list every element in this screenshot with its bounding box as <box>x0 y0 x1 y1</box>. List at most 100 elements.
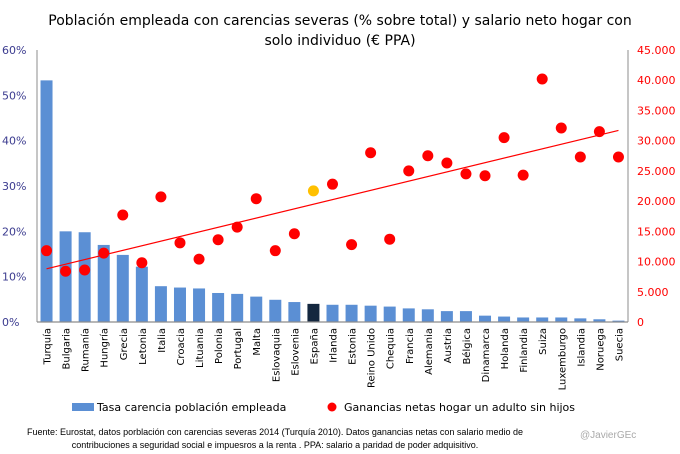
scatter-point <box>422 150 434 162</box>
left-axis: 0% 10% 20% 30% 40% 50% 60% <box>2 44 38 329</box>
left-tick-label: 0% <box>2 316 19 329</box>
scatter-point <box>327 178 338 190</box>
bar <box>154 286 167 322</box>
source-line-1: Fuente: Eurostat, datos porblación con c… <box>27 427 523 437</box>
x-tick-label: Chequia <box>386 328 397 369</box>
chart-title-line-2: solo individuo (€ PPA) <box>264 33 415 49</box>
source-note: Fuente: Eurostat, datos porblación con c… <box>10 426 540 452</box>
scatter-point <box>555 122 567 134</box>
bar-series <box>40 80 625 322</box>
x-tick-label: Noruega <box>595 328 606 371</box>
bar <box>593 319 606 322</box>
scatter-point <box>231 221 243 233</box>
bar <box>212 292 225 322</box>
scatter-point <box>155 191 167 203</box>
chart-title-line-1: Población empleada con carencias severas… <box>48 13 631 29</box>
scatter-point <box>307 185 319 197</box>
x-tick-label: Rumanía <box>80 328 92 372</box>
bar <box>421 309 434 322</box>
bar <box>364 305 377 322</box>
scatter-series <box>41 73 624 277</box>
bar <box>40 80 53 322</box>
x-tick-label: Alemania <box>424 328 435 375</box>
scatter-point <box>593 126 605 138</box>
bar <box>479 315 492 322</box>
bar <box>307 303 320 322</box>
bar <box>536 317 549 322</box>
bar <box>574 318 587 322</box>
bar <box>250 296 263 322</box>
scatter-point <box>250 193 262 205</box>
x-tick-label: Dinamarca <box>481 328 492 382</box>
x-tick-label: Polonia <box>214 328 225 364</box>
scatter-point <box>612 151 624 163</box>
scatter-point <box>384 233 396 245</box>
right-tick-label: 40.000 <box>637 74 676 87</box>
bar <box>498 316 511 322</box>
bar <box>517 317 530 322</box>
x-tick-label: Finlandia <box>519 328 530 373</box>
right-axis: 0 5.000 10.000 15.000 20.000 25.000 30.000 35.0… <box>627 44 676 329</box>
bar <box>383 306 396 322</box>
left-tick-label: 10% <box>2 271 26 284</box>
bar <box>231 293 244 322</box>
left-tick-label: 50% <box>2 89 26 102</box>
scatter-point <box>117 209 129 221</box>
bar <box>269 299 282 322</box>
bar <box>402 308 415 322</box>
scatter-point <box>288 228 300 240</box>
scatter-point <box>441 157 453 169</box>
chart-title: Población empleada con carencias severas… <box>48 13 631 49</box>
scatter-point <box>60 265 72 277</box>
scatter-point <box>498 132 510 144</box>
author-handle: @JavierGEc <box>580 430 637 441</box>
bar <box>173 287 186 322</box>
scatter-point <box>365 147 377 159</box>
scatter-point <box>574 151 586 163</box>
right-tick-label: 10.000 <box>637 256 676 269</box>
right-tick-label: 30.000 <box>637 135 676 148</box>
scatter-point <box>460 168 472 180</box>
left-tick-label: 20% <box>2 225 26 238</box>
x-tick-label: Francia <box>405 328 416 364</box>
bar <box>345 304 358 322</box>
x-tick-label: Holanda <box>500 328 511 369</box>
bar <box>288 302 301 322</box>
scatter-point <box>346 239 358 251</box>
scatter-point <box>403 165 415 177</box>
right-tick-label: 15.000 <box>637 225 676 238</box>
left-tick-label: 60% <box>2 44 26 57</box>
x-tick-label: Suiza <box>538 328 549 355</box>
scatter-point <box>174 237 186 249</box>
x-tick-label: Malta <box>252 328 263 356</box>
x-tick-label: Italia <box>157 328 168 353</box>
scatter-point <box>136 257 148 269</box>
legend-dot-swatch <box>327 402 337 412</box>
bar <box>193 288 206 322</box>
scatter-point <box>41 245 53 257</box>
right-tick-label: 20.000 <box>637 195 676 208</box>
x-tick-label: Suecia <box>614 328 625 361</box>
bar <box>440 311 453 322</box>
x-tick-label: Lituania <box>195 328 206 368</box>
x-tick-label: Irlanda <box>329 328 340 363</box>
right-tick-label: 0 <box>637 316 644 329</box>
x-tick-label: Letonia <box>138 328 149 365</box>
right-tick-label: 45.000 <box>637 44 676 57</box>
x-tick-label: Portugal <box>233 328 244 369</box>
x-tick-label: Grecia <box>119 328 130 360</box>
x-tick-label: Reino Unido <box>367 328 378 388</box>
legend-bar-swatch <box>72 403 94 411</box>
legend-bar-label: Tasa carencia población empleada <box>96 401 286 414</box>
bar <box>612 320 625 322</box>
x-tick-label: España <box>309 328 320 364</box>
scatter-point <box>193 253 205 265</box>
scatter-point <box>536 73 548 85</box>
x-tick-label: Eslovaquia <box>271 328 282 382</box>
legend: Tasa carencia población empleada Gananci… <box>72 401 575 414</box>
x-tick-label: Austria <box>443 328 454 363</box>
x-tick-label: Luxemburgo <box>557 328 568 390</box>
scatter-point <box>212 234 224 246</box>
x-tick-label: Islandia <box>576 328 587 367</box>
